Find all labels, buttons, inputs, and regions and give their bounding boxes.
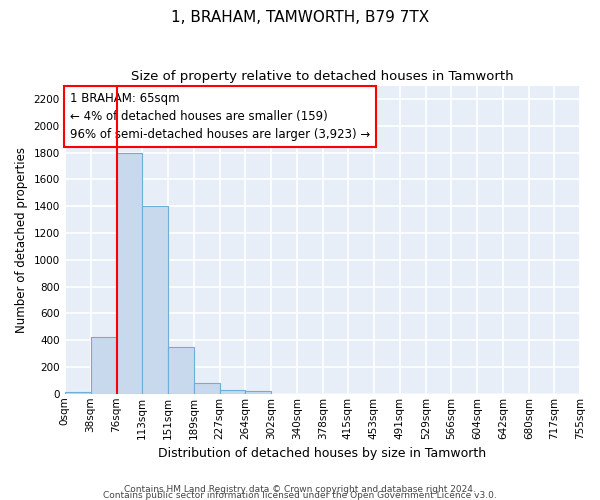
Bar xyxy=(220,390,245,394)
Bar xyxy=(168,347,194,394)
Y-axis label: Number of detached properties: Number of detached properties xyxy=(15,146,28,332)
Title: Size of property relative to detached houses in Tamworth: Size of property relative to detached ho… xyxy=(131,70,514,83)
Bar xyxy=(194,383,220,394)
Bar xyxy=(65,392,91,394)
Bar xyxy=(116,152,142,394)
Text: Contains HM Land Registry data © Crown copyright and database right 2024.: Contains HM Land Registry data © Crown c… xyxy=(124,484,476,494)
Text: 1, BRAHAM, TAMWORTH, B79 7TX: 1, BRAHAM, TAMWORTH, B79 7TX xyxy=(171,10,429,25)
Text: 1 BRAHAM: 65sqm
← 4% of detached houses are smaller (159)
96% of semi-detached h: 1 BRAHAM: 65sqm ← 4% of detached houses … xyxy=(70,92,370,140)
X-axis label: Distribution of detached houses by size in Tamworth: Distribution of detached houses by size … xyxy=(158,447,487,460)
Bar xyxy=(91,338,116,394)
Text: Contains public sector information licensed under the Open Government Licence v3: Contains public sector information licen… xyxy=(103,490,497,500)
Bar xyxy=(245,391,271,394)
Bar xyxy=(142,206,168,394)
